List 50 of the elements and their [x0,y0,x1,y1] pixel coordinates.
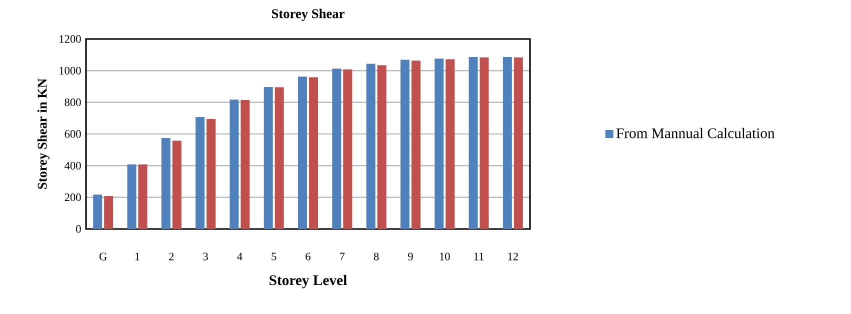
bar [104,196,114,229]
bar [138,164,148,229]
x-tick-label: 2 [169,252,174,260]
x-tick-label: 4 [237,252,242,260]
x-tick-label: 1 [135,252,140,260]
bar [434,58,444,229]
x-tick-label: 9 [408,252,413,260]
y-tick-label: 800 [64,98,81,106]
bar [309,77,318,229]
x-tick-label: 7 [340,252,345,260]
y-tick-label: 0 [76,225,81,233]
x-tick-label: 12 [508,252,518,260]
bar [274,87,284,229]
bar [514,57,523,229]
bar [502,57,512,229]
bar [343,69,352,229]
y-tick-label: 1000 [60,66,81,74]
x-tick-label: 3 [203,252,208,260]
bar [400,60,410,229]
bar [127,164,136,229]
bar [206,118,216,229]
bar [298,76,308,229]
bar [446,59,455,229]
y-tick-label: 600 [64,130,81,138]
bar [230,100,239,229]
bar [366,64,376,229]
y-tick-label: 1200 [60,35,81,43]
bar [240,100,250,229]
bar [161,138,170,229]
x-tick-label: 10 [440,252,450,260]
bar [377,65,386,229]
x-tick-label: G [99,252,107,260]
x-tick-label: 8 [374,252,379,260]
x-axis-title: Storey Level [270,274,347,288]
bar [468,57,478,229]
y-axis-title: Storey Shear in KN [37,78,50,189]
chart-title: Storey Shear [272,8,344,21]
y-tick-label: 200 [64,194,81,202]
x-tick-label: 5 [272,252,276,260]
bar [480,57,489,229]
bar [93,194,102,229]
x-tick-label: 6 [306,252,311,260]
bar [411,60,420,229]
x-tick-label: 11 [474,252,484,260]
bar [264,86,273,229]
legend-label: From Mannual Calculation [616,128,775,138]
bar [332,68,342,229]
bar [172,140,182,229]
bar [196,117,205,229]
y-tick-label: 400 [64,162,81,170]
